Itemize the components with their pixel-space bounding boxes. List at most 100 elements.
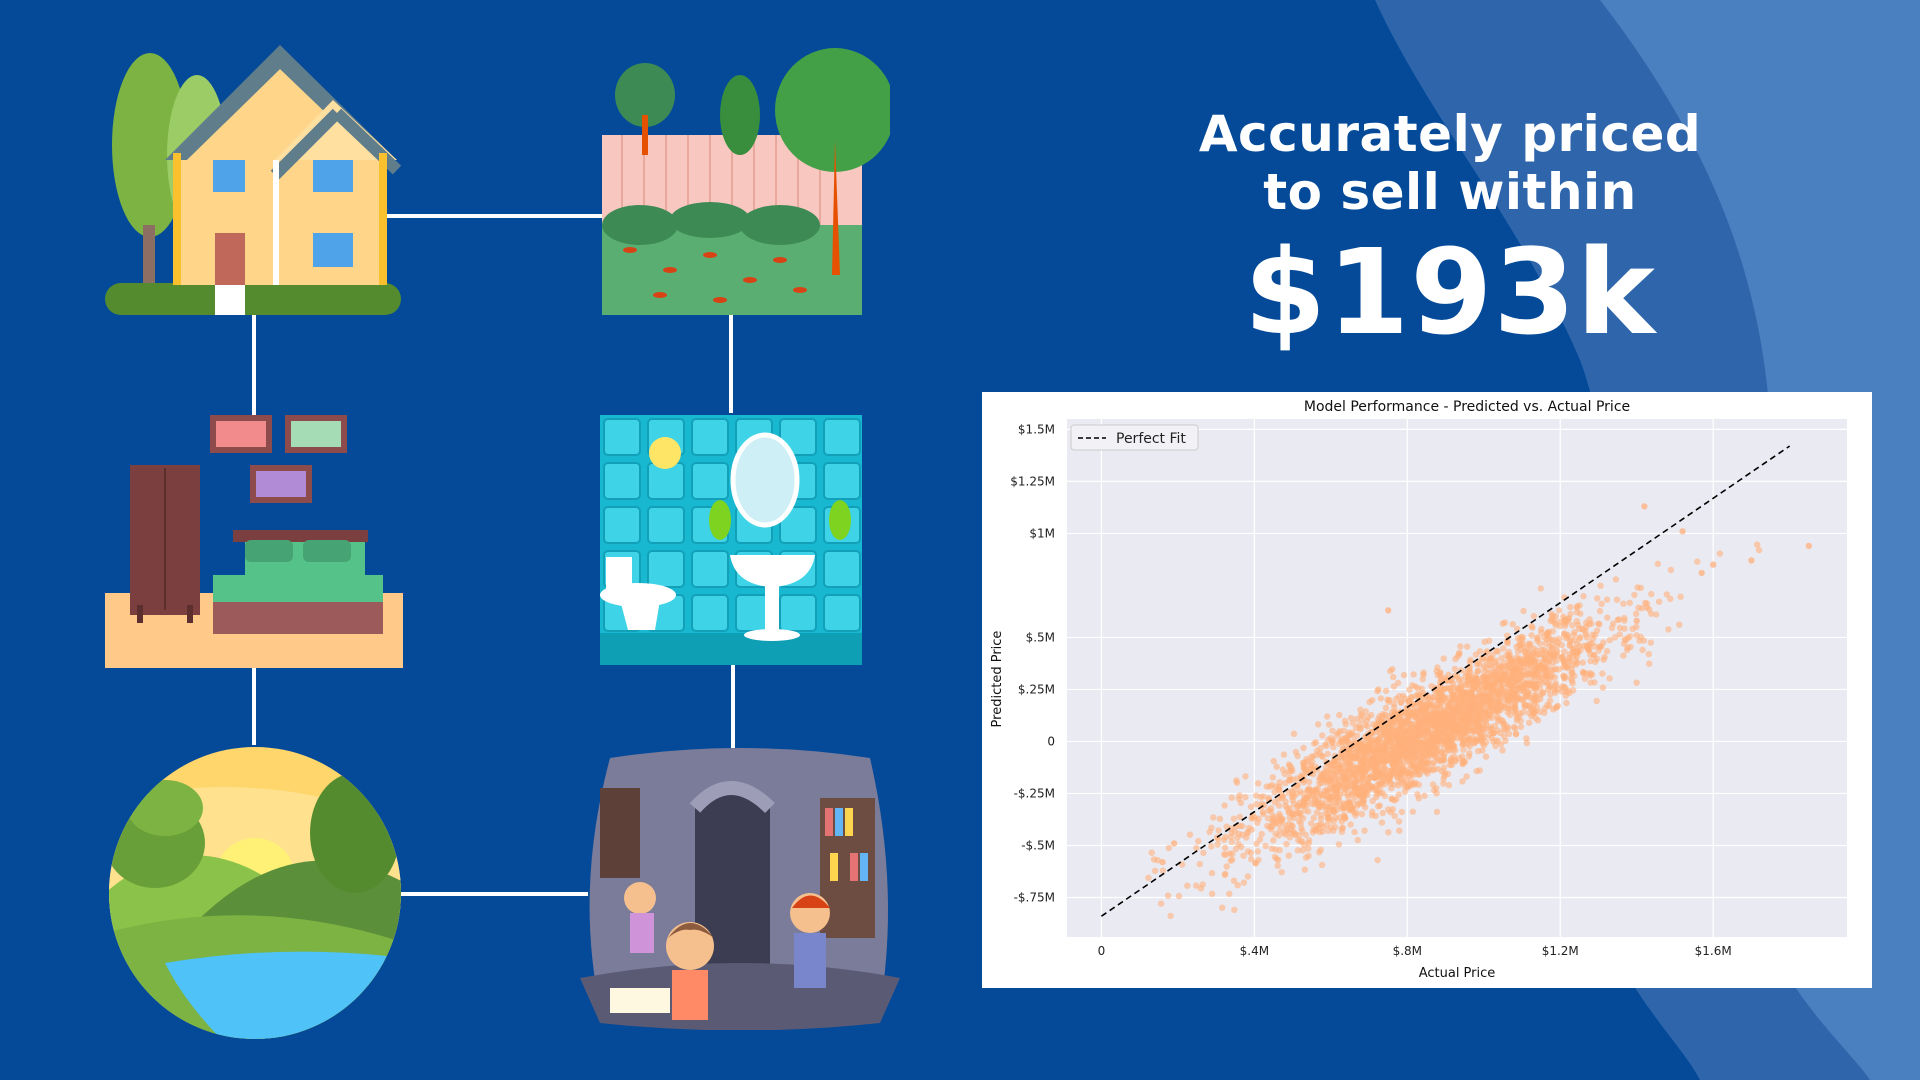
scatter-point <box>1641 503 1648 510</box>
scatter-point <box>1576 635 1583 642</box>
scatter-point <box>1621 617 1628 624</box>
scatter-point <box>1612 576 1620 583</box>
scatter-point <box>1430 722 1437 729</box>
scatter-point <box>1494 700 1501 707</box>
scatter-point <box>1390 673 1397 681</box>
scatter-point <box>1226 850 1234 857</box>
scatter-point <box>1639 646 1646 654</box>
scatter-point <box>1459 738 1467 745</box>
scatter-point <box>1257 793 1264 801</box>
scatter-point <box>1479 716 1486 723</box>
scatter-point <box>1482 664 1490 671</box>
scatter-point <box>1523 654 1531 661</box>
scatter-point <box>1326 799 1334 806</box>
scatter-point <box>1353 740 1360 747</box>
scatter-point <box>1340 789 1348 797</box>
scatter-point <box>1396 827 1403 834</box>
scatter-point <box>1352 812 1359 819</box>
scatter-point <box>1484 655 1492 662</box>
scatter-point <box>1208 869 1216 877</box>
scatter-point <box>1501 733 1508 740</box>
scatter-point <box>1465 753 1473 760</box>
scatter-point <box>1376 772 1383 780</box>
scatter-point <box>1282 798 1289 805</box>
y-tick-label: $1.25M <box>1010 474 1055 488</box>
scatter-point <box>1509 687 1516 694</box>
scatter-point <box>1616 631 1623 638</box>
scatter-point <box>1326 777 1333 785</box>
scatter-point <box>1566 658 1574 665</box>
scatter-point <box>1542 640 1549 647</box>
scatter-point <box>1405 717 1413 724</box>
scatter-point <box>1521 688 1528 696</box>
scatter-point <box>1561 675 1568 682</box>
scatter-point <box>1444 684 1451 692</box>
scatter-point <box>1229 856 1236 863</box>
scatter-point <box>1587 657 1594 665</box>
scatter-point <box>1193 844 1200 852</box>
scatter-point <box>1538 673 1546 681</box>
scatter-point <box>1456 725 1464 733</box>
scatter-point <box>1581 675 1589 682</box>
scatter-point <box>1395 818 1403 825</box>
scatter-point <box>1389 666 1396 673</box>
scatter-point <box>1542 648 1550 655</box>
scatter-point <box>1553 652 1560 659</box>
bedroom-illustration <box>105 415 403 668</box>
scatter-point <box>1513 710 1520 718</box>
x-tick-label: $.8M <box>1393 944 1422 958</box>
scatter-point <box>1599 684 1607 691</box>
scatter-point <box>1603 596 1611 603</box>
library-illustration <box>580 748 900 1030</box>
scatter-point <box>1490 729 1498 737</box>
scatter-point <box>1329 727 1336 734</box>
scatter-point <box>1236 792 1243 799</box>
scatter-point <box>1564 633 1571 640</box>
scatter-point <box>1279 792 1286 799</box>
scatter-point <box>1333 779 1341 786</box>
scatter-point <box>1305 808 1312 815</box>
scatter-point <box>1151 867 1159 875</box>
scatter-point <box>1585 646 1592 654</box>
scatter-point <box>1497 684 1504 691</box>
scatter-point <box>1613 596 1621 603</box>
scatter-point <box>1390 764 1397 772</box>
scatter-point <box>1489 689 1496 696</box>
scatter-point <box>1454 652 1461 660</box>
scatter-point <box>1455 676 1463 684</box>
scatter-point <box>1587 679 1594 686</box>
scatter-point <box>1531 700 1538 707</box>
scatter-point <box>1357 706 1364 713</box>
scatter-point <box>1620 600 1627 607</box>
scatter-point <box>1566 689 1573 697</box>
scatter-point <box>1370 774 1377 781</box>
scatter-point <box>1616 624 1624 632</box>
scatter-point <box>1594 595 1601 602</box>
scatter-point <box>1253 801 1260 808</box>
scatter-point <box>1654 560 1662 567</box>
scatter-point <box>1208 843 1215 850</box>
scatter-point <box>1544 670 1551 678</box>
scatter-point <box>1239 822 1246 830</box>
scatter-point <box>1492 678 1499 686</box>
scatter-point <box>1414 791 1421 798</box>
scatter-point <box>1283 840 1290 848</box>
scatter-point <box>1596 607 1604 615</box>
scatter-point <box>1450 742 1458 750</box>
scatter-point <box>1235 841 1242 848</box>
scatter-point <box>1493 705 1500 712</box>
scatter-point <box>1350 772 1357 779</box>
scatter-point <box>1234 882 1241 889</box>
scatter-point <box>1667 566 1675 574</box>
scatter-point <box>1228 794 1235 801</box>
scatter-point <box>1665 626 1672 633</box>
scatter-point <box>1400 762 1407 770</box>
scatter-point <box>1333 732 1340 739</box>
scatter-point <box>1303 756 1310 763</box>
scatter-point <box>1269 823 1276 830</box>
scatter-point <box>1265 807 1272 814</box>
scatter-point <box>1290 800 1298 807</box>
scatter-point <box>1390 683 1398 690</box>
scatter-point <box>1463 722 1470 729</box>
scatter-point <box>1259 809 1267 816</box>
